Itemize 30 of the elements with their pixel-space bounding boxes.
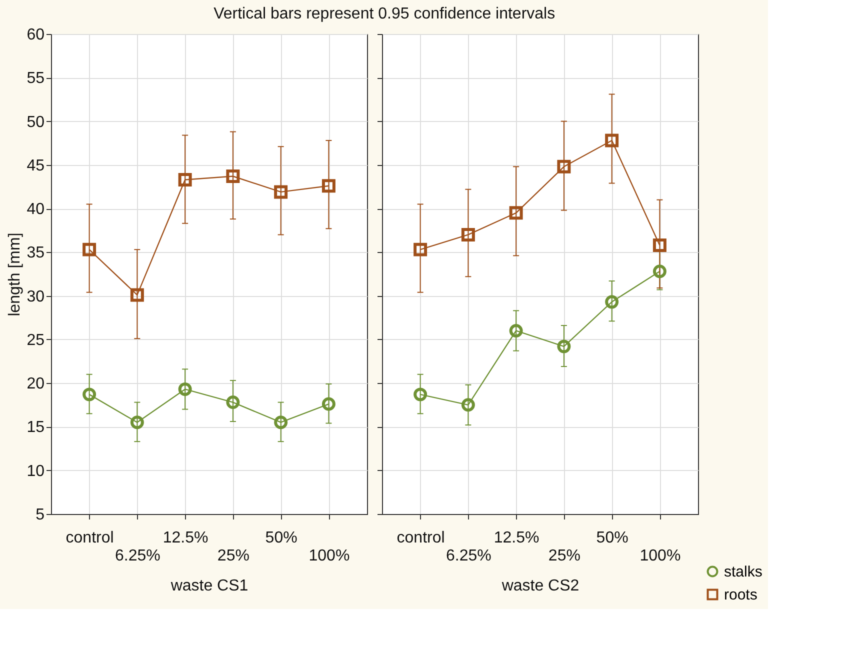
x-tick-label: 12.5% xyxy=(494,530,540,546)
chart-title: Vertical bars represent 0.95 confidence intervals xyxy=(214,6,556,22)
x-tick-label: 6.25% xyxy=(446,548,492,564)
y-tick-label: 30 xyxy=(26,288,45,306)
x-tick-label: 100% xyxy=(640,548,681,564)
y-tick-label: 5 xyxy=(36,506,45,524)
y-axis-title: length [mm] xyxy=(6,232,24,316)
x-tick-label: 50% xyxy=(265,530,298,546)
x-tick-label: 25% xyxy=(548,548,580,564)
y-tick-label: 45 xyxy=(26,157,45,174)
y-tick-label: 60 xyxy=(26,26,45,44)
x-tick-label: control xyxy=(396,530,445,546)
x-tick-label: control xyxy=(66,530,114,546)
x-tick-label: 25% xyxy=(217,548,250,564)
y-tick-label: 10 xyxy=(26,462,45,480)
x-tick-label: 6.25% xyxy=(114,548,160,564)
y-tick-label: 20 xyxy=(26,376,45,393)
y-tick-label: 55 xyxy=(26,70,45,88)
y-tick-label: 15 xyxy=(26,419,45,436)
x-axis-title: waste CS1 xyxy=(170,578,248,594)
y-tick-label: 50 xyxy=(26,114,45,131)
x-axis-title: waste CS2 xyxy=(500,578,580,594)
y-tick-label: 25 xyxy=(26,332,45,349)
y-tick-label: 40 xyxy=(26,201,45,218)
legend-label: stalks xyxy=(724,564,762,580)
x-tick-label: 12.5% xyxy=(162,530,208,546)
x-tick-label: 100% xyxy=(308,548,350,564)
legend-label: roots xyxy=(724,586,758,604)
x-tick-label: 50% xyxy=(596,530,628,546)
y-tick-label: 35 xyxy=(26,244,45,262)
